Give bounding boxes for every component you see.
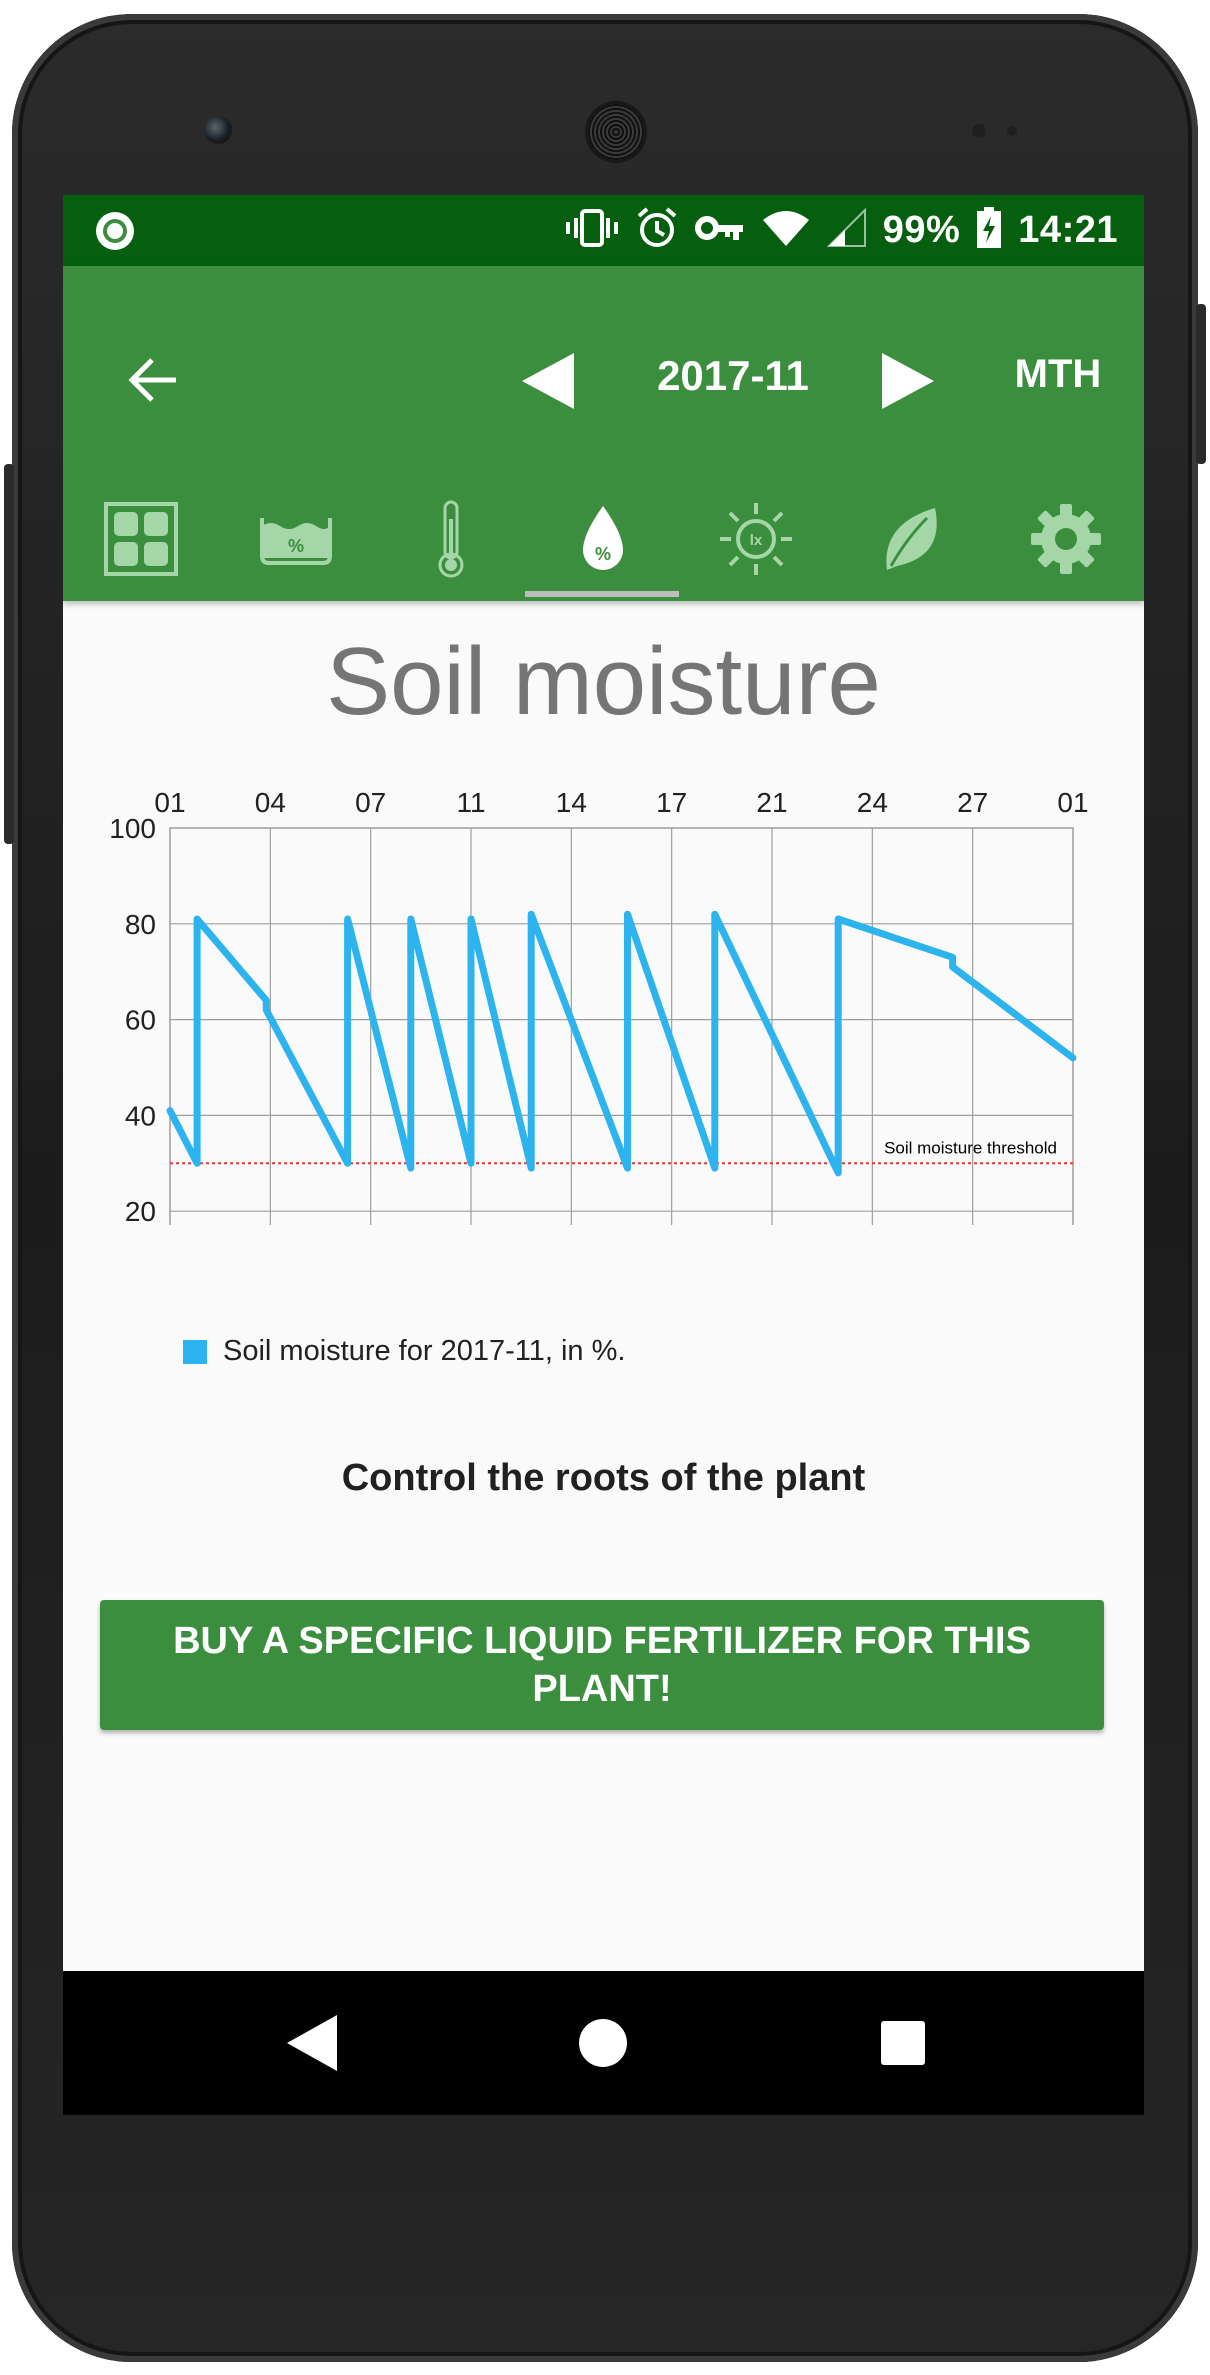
tab-soil-moisture[interactable]: % [525,476,680,601]
battery-percent: 99% [882,209,961,251]
alarm-icon [635,206,679,255]
nav-recents-button[interactable] [863,2003,943,2083]
notification-ring-icon [93,209,137,253]
nav-back-button[interactable] [273,2003,353,2083]
navigation-bar [63,1971,1144,2115]
x-tick-label: 21 [756,787,787,818]
tab-overview[interactable] [63,476,218,601]
x-tick-label: 01 [1057,787,1088,818]
plot-frame [169,827,1074,1225]
clock: 14:21 [1018,209,1118,251]
svg-text:lx: lx [749,532,762,549]
nav-recents-icon [881,2021,925,2065]
tab-leaf[interactable] [833,476,988,601]
leaf-icon [885,507,937,570]
light-sensor [1007,126,1017,136]
proximity-sensor [972,124,986,138]
legend-swatch [183,1339,207,1364]
selected-tab-indicator [525,591,679,597]
legend-label: Soil moisture for 2017-11, in %. [223,1335,626,1367]
soil-moisture-drop-icon: % [582,505,623,570]
soil-moisture-chart: 02040608010001040711141721242701Soil moi… [109,787,1089,1225]
x-tick-label: 17 [656,787,687,818]
tab-water-level[interactable]: % [218,476,373,601]
x-tick-label: 14 [556,787,587,818]
thermometer-icon [438,500,463,577]
period-label: 2017-11 [657,352,809,399]
screen: 99% 14:21 2017-11 [63,195,1144,2115]
triangle-right-icon [882,353,934,409]
svg-text:%: % [287,536,303,556]
svg-text:%: % [594,544,610,564]
buy-fertilizer-button[interactable]: BUY A SPECIFIC LIQUID FERTILIZER FOR THI… [100,1600,1104,1730]
y-tick-label: 20 [125,1196,156,1225]
nav-back-icon [287,2015,337,2071]
front-camera [204,116,232,144]
water-level-icon: % [259,517,332,565]
previous-period-button[interactable] [503,336,593,426]
x-tick-label: 07 [355,787,386,818]
x-tick-label: 04 [255,787,286,818]
vpn-key-icon [694,210,745,251]
overview-grid-icon [103,501,178,576]
back-button[interactable] [113,340,193,420]
sensor-tabs: % % [63,476,1144,601]
x-tick-label: 24 [857,787,888,818]
app-bar: 2017-11 MTH % [63,266,1144,601]
series-line [166,910,1077,1177]
range-toggle-button[interactable]: MTH [1014,352,1102,396]
volume-button [4,464,14,844]
x-tick-label: 11 [456,787,485,818]
x-tick-label: 01 [154,787,185,818]
earpiece-speaker [588,104,644,160]
wifi-icon [761,208,811,253]
nav-home-button[interactable] [563,2003,643,2083]
y-tick-label: 80 [125,909,156,940]
vibrate-icon [565,208,619,253]
next-period-button[interactable] [863,336,953,426]
tab-light[interactable]: lx [678,476,833,601]
triangle-left-icon [522,353,574,409]
y-tick-label: 60 [125,1005,156,1036]
section-subtitle: Control the roots of the plant [341,1457,866,1499]
signal-icon [826,207,867,253]
page-title: Soil moisture [326,628,881,735]
tab-settings[interactable] [988,476,1143,601]
settings-gear-icon [1030,503,1101,574]
y-tick-label: 40 [125,1100,156,1131]
nav-home-icon [579,2019,627,2067]
y-tick-label: 100 [109,813,156,844]
light-lux-icon: lx [719,502,792,575]
arrow-back-icon [128,358,176,402]
chart-legend: Soil moisture for 2017-11, in %. [183,1335,625,1368]
battery-charging-icon [976,207,1002,254]
status-bar: 99% 14:21 [63,195,1144,266]
threshold-label: Soil moisture threshold [884,1138,1057,1157]
tab-temperature[interactable] [373,476,528,601]
power-button [1196,304,1206,464]
x-tick-label: 27 [957,787,988,818]
